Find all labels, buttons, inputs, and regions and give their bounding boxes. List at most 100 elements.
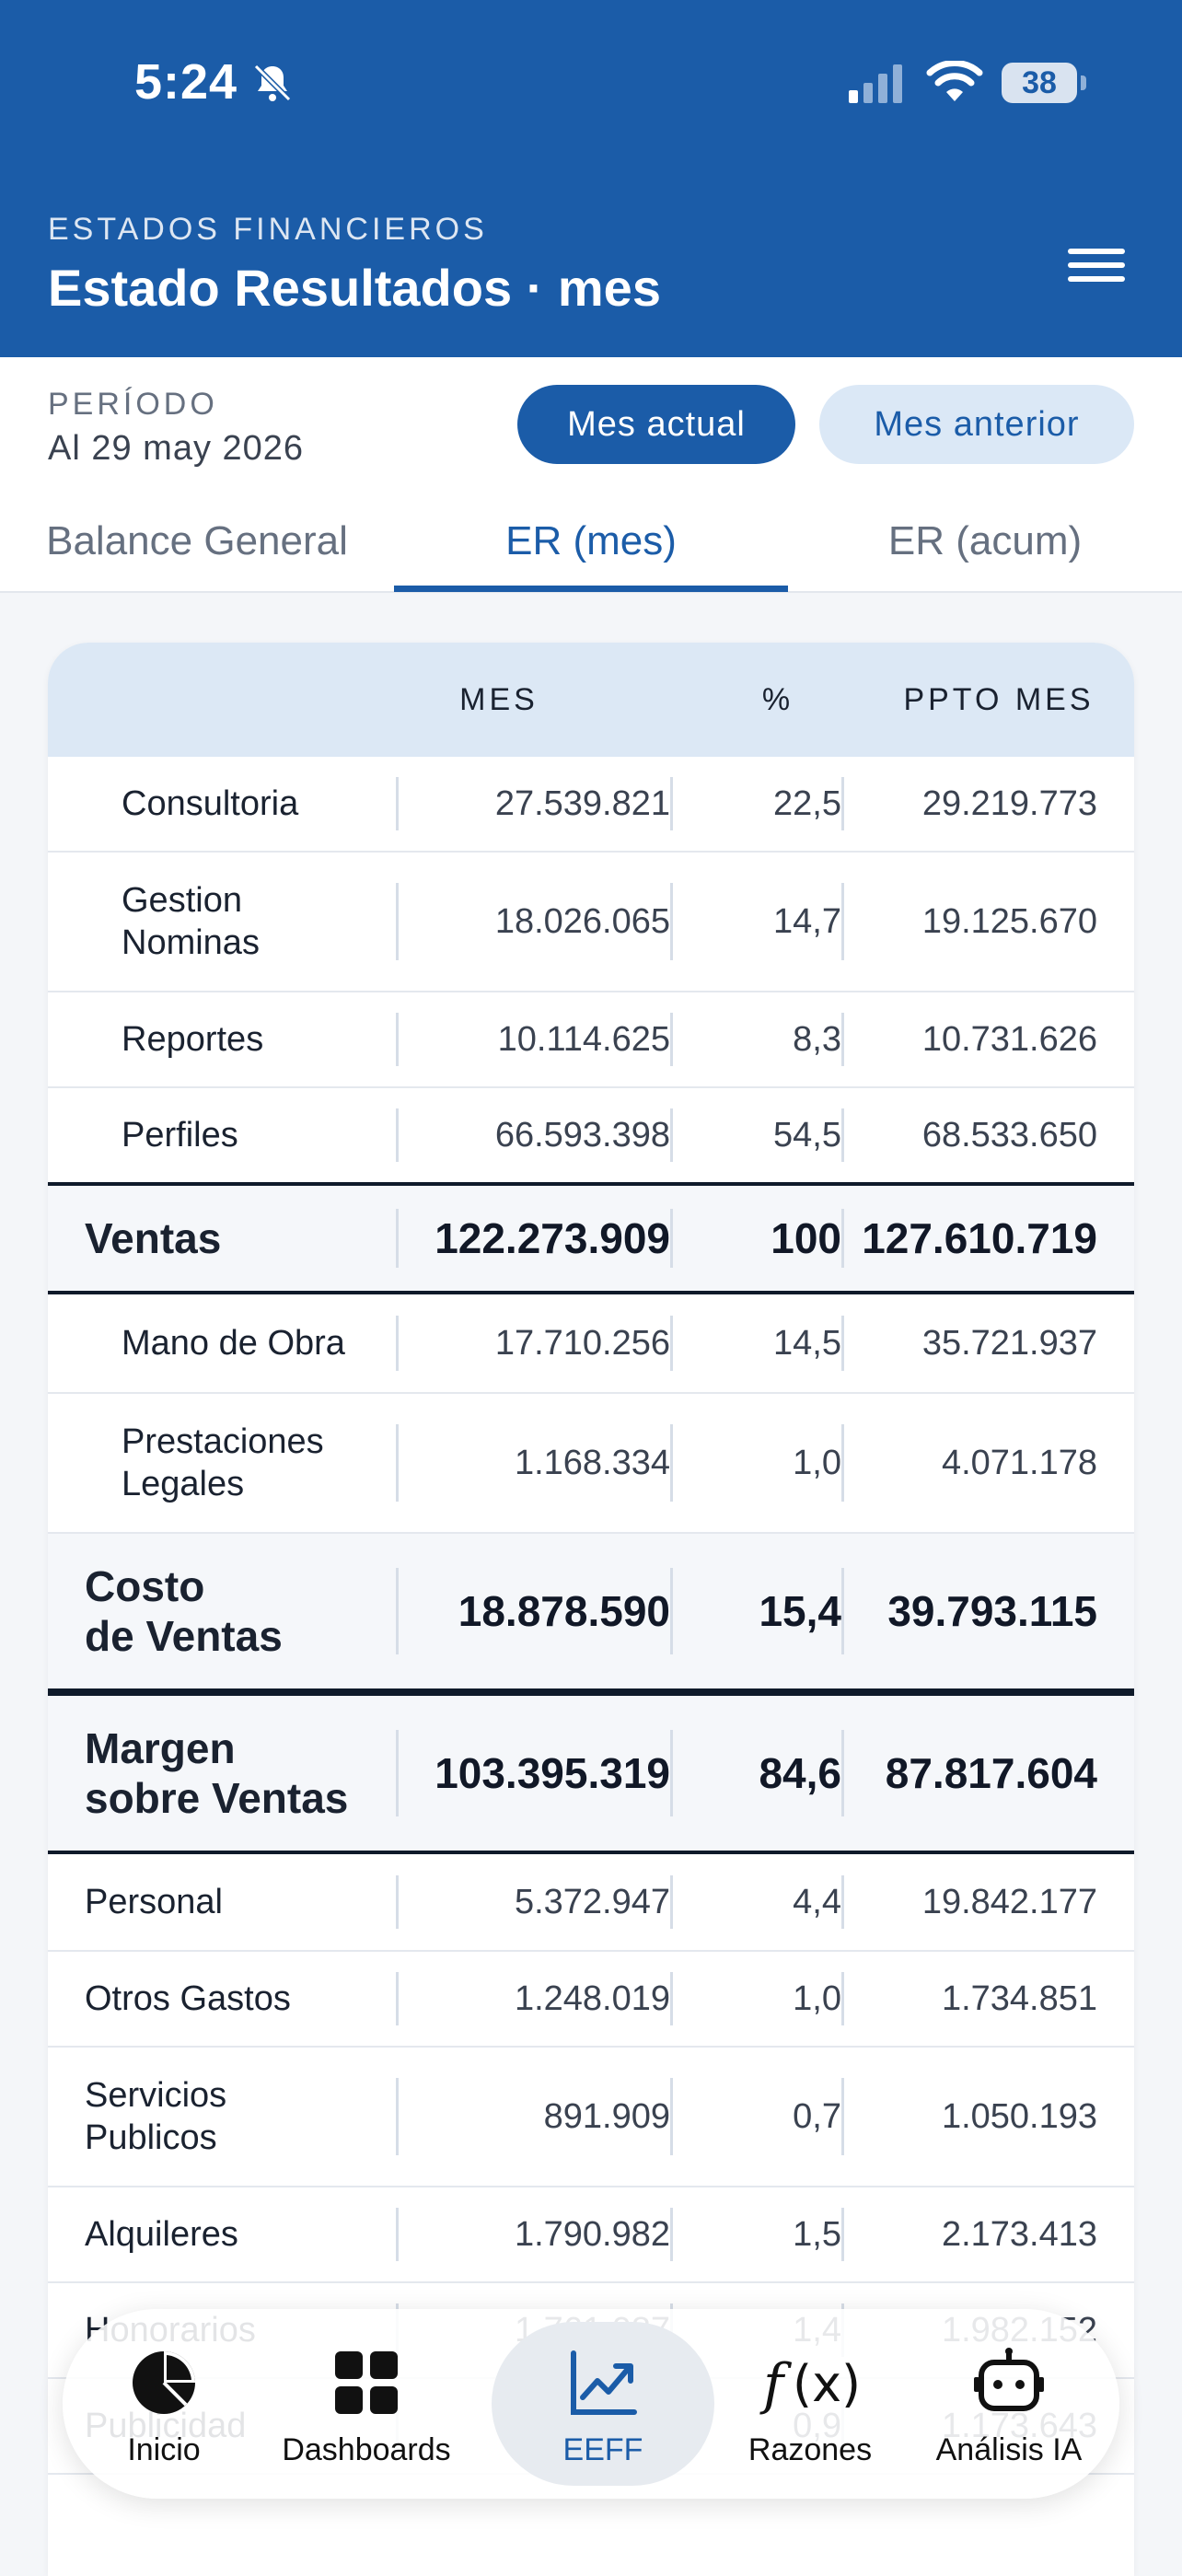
- signal-icon: [849, 64, 902, 103]
- svg-text:(x): (x): [793, 2355, 861, 2413]
- hamburger-menu-icon[interactable]: [1068, 249, 1125, 285]
- column-divider: [396, 777, 399, 830]
- tab-er-acum[interactable]: ER (acum): [887, 518, 1083, 563]
- ppto-cell: 87.817.604: [863, 1696, 1134, 1851]
- column-divider: [841, 1108, 844, 1162]
- current-month-button[interactable]: Mes actual: [517, 385, 795, 464]
- ppto-cell: 1.734.851: [863, 1952, 1134, 2046]
- pct-cell: 22,5: [692, 757, 863, 851]
- pct-cell: 1,5: [692, 2187, 863, 2281]
- pct-value: 8,3: [793, 1019, 841, 1059]
- mes-value: 27.539.821: [494, 783, 670, 823]
- previous-month-button[interactable]: Mes anterior: [819, 385, 1134, 464]
- nav-active-highlight: [492, 2322, 714, 2486]
- ppto-value: 4.071.178: [941, 1443, 1097, 1482]
- row-label-cell: Perfiles: [48, 1088, 471, 1182]
- row-label: Margen sobre Ventas: [85, 1724, 349, 1822]
- mes-cell: 1.790.982: [398, 2187, 692, 2281]
- ppto-cell: 2.173.413: [863, 2187, 1134, 2281]
- pct-value: 84,6: [759, 1749, 841, 1797]
- col-header-ppto: PPTO MES: [903, 682, 1095, 717]
- mes-value: 18.878.590: [458, 1587, 670, 1635]
- tab-er-mes[interactable]: ER (mes): [505, 518, 677, 563]
- pct-value: 100: [771, 1214, 841, 1262]
- ppto-value: 19.842.177: [921, 1882, 1097, 1921]
- mes-value: 1.248.019: [514, 1978, 670, 2018]
- mes-cell: 1.168.334: [398, 1394, 692, 1532]
- table-row: Prestaciones Legales 1.168.334 1,0 4.071.17…: [48, 1394, 1134, 1534]
- column-divider: [396, 2208, 399, 2261]
- ppto-value: 35.721.937: [921, 1323, 1097, 1363]
- income-statement-table: MES % PPTO MES Consultoria 27.539.821 22,5…: [48, 643, 1134, 2576]
- ppto-value: 1.734.851: [941, 1978, 1097, 2018]
- period-label: PERÍODO: [48, 387, 218, 422]
- grid-icon: [335, 2351, 398, 2414]
- row-label: Servicios Publicos: [85, 2076, 227, 2157]
- ppto-value: 127.610.719: [862, 1214, 1097, 1262]
- mes-cell: 27.539.821: [398, 757, 692, 851]
- ppto-value: 19.125.670: [921, 901, 1097, 941]
- nav-razones[interactable]: f (x) Razones: [709, 2309, 911, 2499]
- pct-value: 14,5: [773, 1323, 841, 1363]
- nav-dashboards[interactable]: Dashboards: [265, 2309, 468, 2499]
- mes-value: 10.114.625: [497, 1019, 670, 1059]
- column-divider: [396, 1424, 399, 1502]
- column-divider: [396, 1209, 399, 1268]
- column-divider: [670, 1013, 673, 1066]
- row-label: Ventas: [85, 1214, 222, 1262]
- mes-cell: 18.878.590: [398, 1534, 692, 1688]
- table-row: Otros Gastos 1.248.019 1,0 1.734.851: [48, 1952, 1134, 2048]
- column-divider: [841, 1209, 844, 1268]
- column-divider: [396, 1108, 399, 1162]
- row-label: Mano de Obra: [122, 1324, 345, 1363]
- page-title: Estado Resultados · mes: [48, 259, 661, 317]
- ppto-cell: 10.731.626: [863, 992, 1134, 1086]
- column-divider: [841, 1316, 844, 1371]
- column-divider: [670, 883, 673, 960]
- column-divider: [841, 1567, 844, 1655]
- mes-cell: 18.026.065: [398, 853, 692, 991]
- pct-cell: 84,6: [692, 1696, 863, 1851]
- row-label: Consultoria: [122, 784, 299, 823]
- pct-value: 4,4: [793, 1882, 841, 1921]
- row-label: Personal: [85, 1883, 223, 1921]
- col-header-mes: MES: [459, 682, 539, 717]
- mes-cell: 66.593.398: [398, 1088, 692, 1182]
- pct-value: 1,0: [793, 1978, 841, 2018]
- bell-muted-icon: [253, 64, 292, 102]
- mes-cell: 103.395.319: [398, 1696, 692, 1851]
- mes-cell: 891.909: [398, 2048, 692, 2186]
- row-label-cell: Consultoria: [48, 757, 471, 851]
- nav-eeff[interactable]: EEFF: [502, 2309, 704, 2499]
- row-label-cell: Costo de Ventas: [48, 1534, 435, 1688]
- function-icon: f (x): [759, 2352, 861, 2417]
- table-total-row: Ventas 122.273.909 100 127.610.719: [48, 1186, 1134, 1294]
- row-label: Perfiles: [122, 1116, 238, 1155]
- pie-chart-icon: [133, 2351, 195, 2414]
- mes-value: 1.168.334: [514, 1443, 670, 1482]
- column-divider: [670, 1108, 673, 1162]
- column-divider: [670, 1729, 673, 1817]
- ppto-value: 87.817.604: [885, 1749, 1097, 1797]
- statement-tabs: Balance General ER (mes) ER (acum): [0, 488, 1182, 593]
- nav-inicio[interactable]: Inicio: [63, 2309, 265, 2499]
- column-divider: [670, 1972, 673, 2025]
- column-divider: [841, 1729, 844, 1817]
- column-divider: [841, 1972, 844, 2025]
- ppto-cell: 19.125.670: [863, 853, 1134, 991]
- column-divider: [670, 1567, 673, 1655]
- column-divider: [670, 2208, 673, 2261]
- nav-analisis-ia[interactable]: Análisis IA: [908, 2309, 1110, 2499]
- ppto-cell: 1.050.193: [863, 2048, 1134, 2186]
- pct-cell: 1,0: [692, 1952, 863, 2046]
- tab-balance-general[interactable]: Balance General: [46, 518, 348, 563]
- period-bar: PERÍODO Al 29 may 2026 Mes actual Mes an…: [0, 357, 1182, 488]
- nav-label: Análisis IA: [935, 2432, 1083, 2467]
- column-divider: [396, 1567, 399, 1655]
- row-label-cell: Prestaciones Legales: [48, 1394, 471, 1532]
- pct-cell: 1,0: [692, 1394, 863, 1532]
- ppto-value: 2.173.413: [941, 2214, 1097, 2254]
- column-divider: [670, 1316, 673, 1371]
- nav-label: EEFF: [562, 2432, 643, 2467]
- mes-value: 18.026.065: [494, 901, 670, 941]
